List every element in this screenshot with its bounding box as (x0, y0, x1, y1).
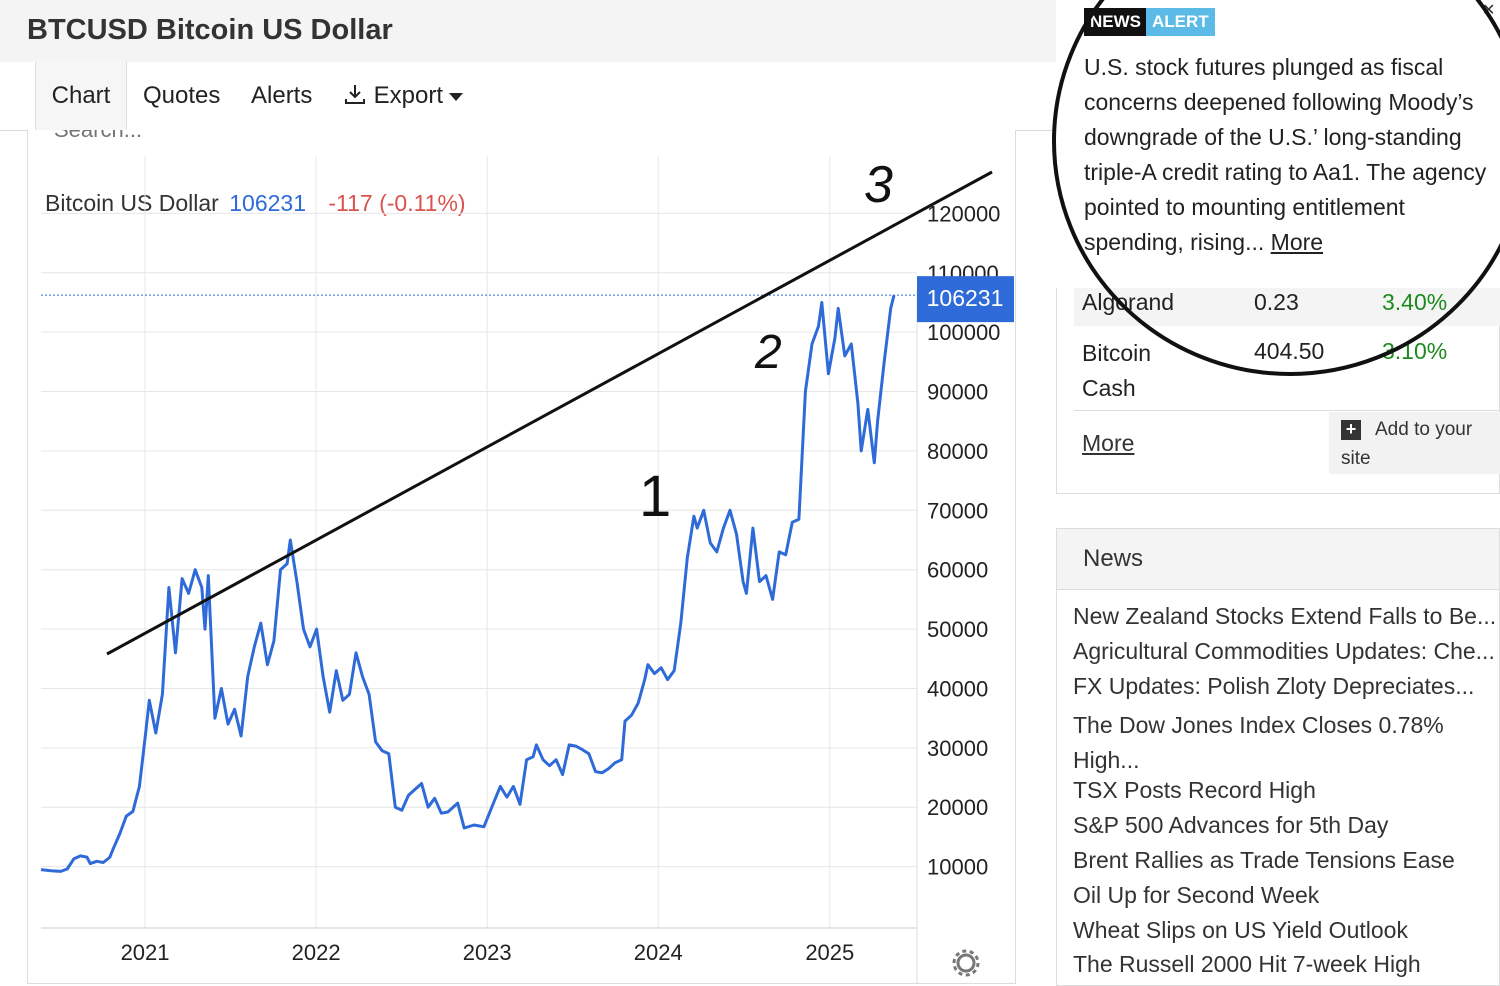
news-item[interactable]: New Zealand Stocks Extend Falls to Be... (1073, 603, 1497, 629)
legend-change: -117 (-0.11%) (328, 190, 466, 216)
settings-gear-icon[interactable] (952, 949, 980, 977)
x-tick-label: 2021 (121, 940, 170, 965)
tab-bar: Chart Quotes Alerts Export (0, 62, 1056, 131)
y-axis: 10000 20000 30000 40000 50000 60000 70000 80000… (927, 201, 1000, 879)
legend-price: 106231 (229, 190, 306, 216)
plus-icon: + (1341, 420, 1361, 440)
tab-chart[interactable]: Chart (35, 62, 127, 130)
search-input[interactable] (38, 130, 354, 148)
wave-label-3: 3 (864, 156, 893, 214)
add-to-site-button[interactable]: + Add to your site (1329, 412, 1500, 474)
x-tick-label: 2022 (292, 940, 341, 965)
news-item[interactable]: The Dow Jones Index Closes 0.78% High... (1073, 712, 1444, 773)
y-tick-label: 30000 (927, 736, 988, 761)
x-axis: 2021 2022 2023 2024 2025 (41, 290, 918, 983)
wave-label-1: 1 (639, 464, 671, 529)
news-panel: News New Zealand Stocks Extend Falls to … (1056, 528, 1500, 986)
news-item[interactable]: Oil Up for Second Week (1073, 882, 1320, 908)
y-tick-label: 70000 (927, 498, 988, 523)
news-header: News (1057, 529, 1499, 590)
news-item[interactable]: FX Updates: Polish Zloty Depreciates... (1073, 673, 1475, 699)
y-tick-label: 60000 (927, 558, 988, 583)
add-site-label: Add to your (1375, 419, 1473, 440)
legend-name: Bitcoin US Dollar (45, 190, 219, 216)
row-change: 3.10% (1382, 338, 1448, 364)
caret-down-icon (449, 92, 464, 101)
chart-panel: Bitcoin US Dollar 106231 -117 (-0.11%) 1… (27, 130, 1016, 984)
news-item[interactable]: S&P 500 Advances for 5th Day (1073, 812, 1389, 838)
row-name: Bitcoin Cash (1082, 340, 1152, 401)
alert-badge: ALERT (1146, 8, 1215, 36)
download-icon (345, 85, 365, 104)
chart-grid (41, 156, 917, 928)
y-tick-label: 50000 (927, 617, 988, 642)
tab-quotes[interactable]: Quotes (143, 82, 221, 109)
alert-text: U.S. stock futures plunged as fiscal con… (1084, 50, 1500, 260)
table-row[interactable]: Algorand 0.23 3.40% (1074, 284, 1500, 326)
y-tick-label: 90000 (927, 380, 988, 405)
x-tick-label: 2025 (805, 940, 854, 965)
price-tag: 106231 (917, 276, 1014, 323)
export-label: Export (373, 82, 444, 109)
news-title: News (1083, 545, 1144, 572)
row-value: 404.50 (1254, 338, 1325, 364)
news-item[interactable]: The Russell 2000 Hit 7-week High (1073, 951, 1421, 977)
y-tick-label: 40000 (927, 676, 988, 701)
row-value: 0.23 (1254, 289, 1299, 315)
news-badge: NEWS (1084, 8, 1147, 36)
news-item[interactable]: Wheat Slips on US Yield Outlook (1073, 917, 1408, 943)
price-series-line (40, 294, 896, 873)
row-name: Algorand (1082, 289, 1175, 315)
x-tick-label: 2024 (634, 940, 683, 965)
price-tag-box (917, 276, 1014, 323)
news-item[interactable]: TSX Posts Record High (1073, 777, 1316, 803)
y-tick-label: 20000 (927, 795, 988, 820)
tab-alerts[interactable]: Alerts (251, 82, 313, 109)
trend-line (106, 170, 993, 656)
x-tick-label: 2023 (463, 940, 512, 965)
alert-more-link[interactable]: More (1270, 229, 1324, 255)
more-link[interactable]: More (1082, 430, 1135, 456)
alert-message: U.S. stock futures plunged as fiscal con… (1084, 54, 1487, 255)
row-change: 3.40% (1382, 289, 1448, 315)
news-item[interactable]: Brent Rallies as Trade Tensions Ease (1073, 847, 1455, 873)
news-item[interactable]: Agricultural Commodities Updates: Che... (1073, 638, 1495, 664)
wave-label-2: 2 (754, 326, 782, 379)
y-tick-label: 100000 (927, 320, 1000, 345)
price-chart[interactable]: 10000 20000 30000 40000 50000 60000 70000 80000… (28, 130, 1015, 983)
y-tick-label: 10000 (927, 855, 988, 880)
page-title: BTCUSD Bitcoin US Dollar (27, 14, 393, 46)
y-tick-label: 120000 (927, 201, 1000, 226)
add-site-label-2: site (1341, 448, 1371, 469)
news-alert-popup: NEWS ALERT ✕ U.S. stock futures plunged … (1056, 0, 1500, 288)
y-tick-label: 80000 (927, 439, 988, 464)
table-row[interactable]: Bitcoin Cash 404.50 3.10% (1074, 326, 1500, 411)
price-tag-text: 106231 (927, 285, 1004, 311)
tab-export[interactable]: Export (343, 62, 464, 130)
chart-legend: Bitcoin US Dollar 106231 -117 (-0.11%) (45, 190, 466, 217)
close-icon[interactable]: ✕ (1482, 2, 1496, 19)
